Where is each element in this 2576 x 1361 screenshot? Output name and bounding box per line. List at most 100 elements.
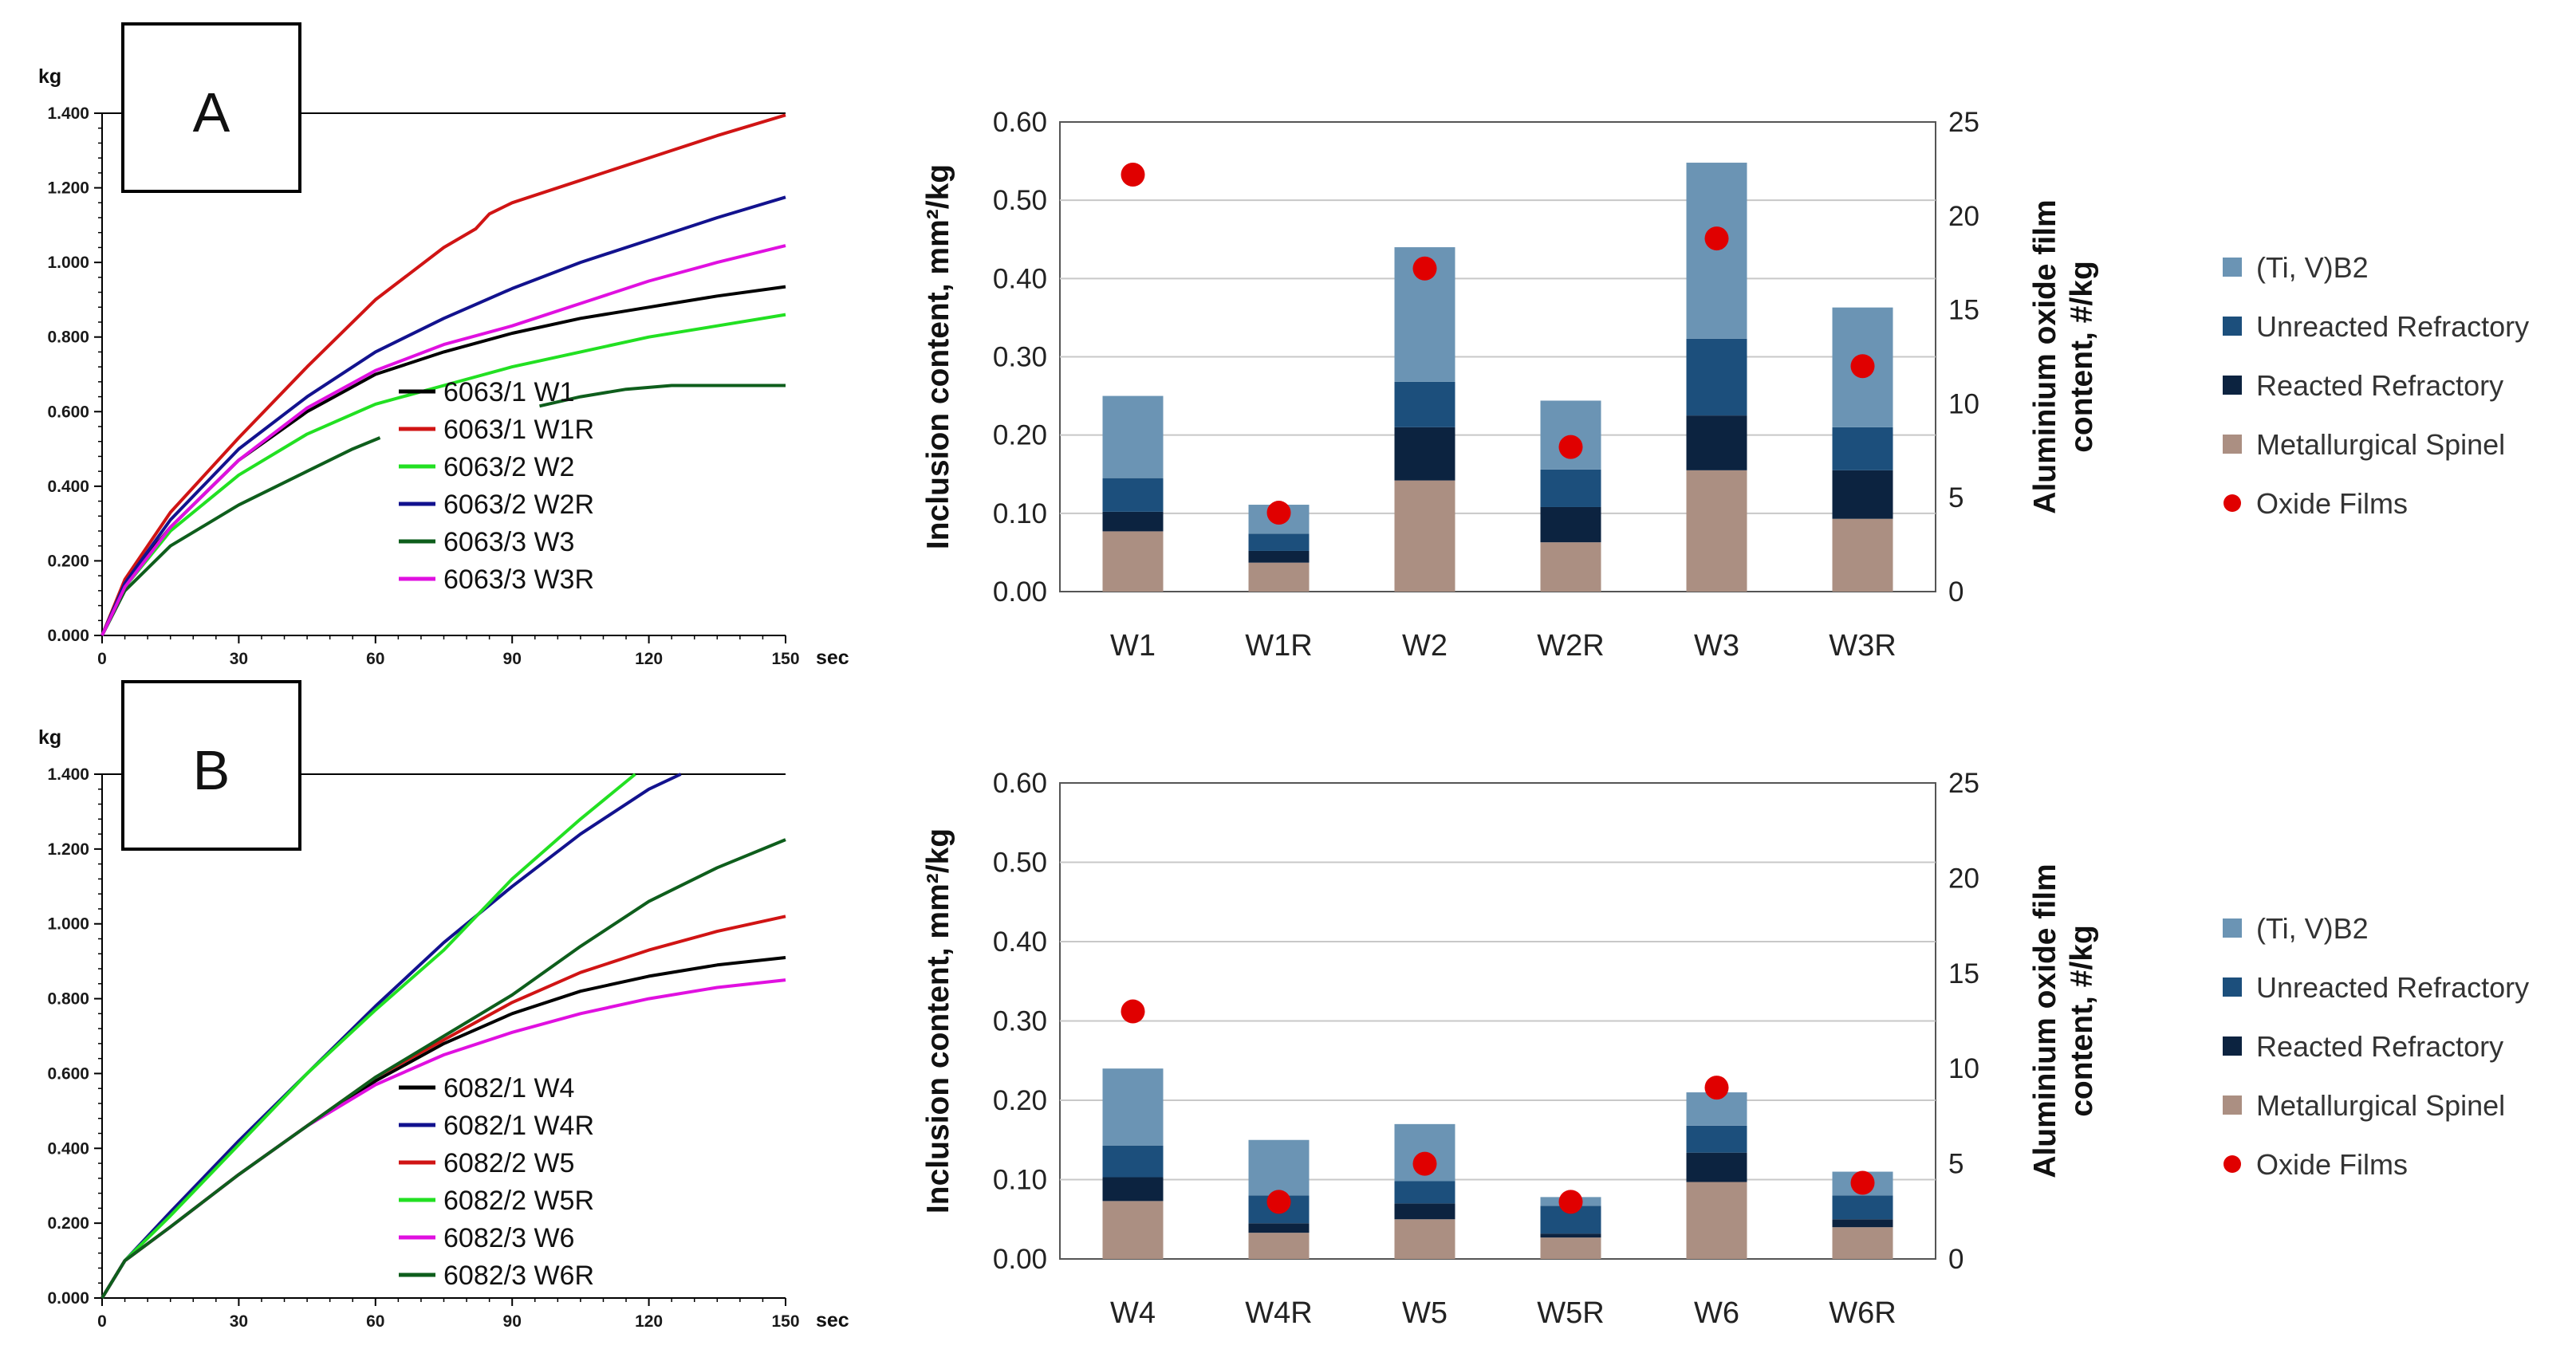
y-tick-label: 1.200 bbox=[47, 840, 89, 859]
x-unit-label: sec bbox=[816, 647, 849, 669]
y-unit-label: kg bbox=[38, 65, 61, 88]
x-tick-label: 30 bbox=[230, 1312, 248, 1331]
legend-label: 6063/3 W3R bbox=[443, 564, 594, 595]
bar-segment-tivb2 bbox=[1102, 1068, 1164, 1146]
legend-label: 6082/3 W6 bbox=[443, 1223, 574, 1253]
y2-tick-label: 20 bbox=[1948, 863, 1979, 894]
bar-segment-reacted bbox=[1248, 550, 1310, 563]
legend-label: (Ti, V)B2 bbox=[2256, 912, 2369, 945]
panel-label-box bbox=[121, 22, 301, 193]
oxide-film-point bbox=[1558, 435, 1583, 459]
bar-segment-unreacted bbox=[1394, 381, 1455, 427]
legend-label: 6063/3 W3 bbox=[443, 527, 574, 557]
panel-b-line-chart: 0.000 0.200 0.400 0.600 0.800 1.000 1.200 1.400… bbox=[38, 680, 849, 1331]
bar-segment-spinel bbox=[1248, 1233, 1310, 1259]
series-line-6063-2-w2r bbox=[100, 195, 786, 636]
y2-tick-label: 5 bbox=[1948, 1149, 1964, 1180]
x-tick-label: 120 bbox=[635, 650, 663, 668]
bar-segment-unreacted bbox=[1832, 427, 1893, 470]
bar-segment-spinel bbox=[1540, 1237, 1601, 1259]
y2-axis-title-line1: Aluminium oxide film bbox=[2028, 863, 2062, 1178]
bar-segment-spinel bbox=[1540, 542, 1601, 592]
panel-a-line-chart: 0.000 0.200 0.400 0.600 0.800 1.000 1.200 1.400… bbox=[38, 22, 849, 669]
legend-swatch-tivb2 bbox=[2223, 258, 2242, 277]
y-tick-label: 0.600 bbox=[47, 403, 89, 421]
bar-segment-unreacted bbox=[1686, 338, 1747, 416]
x-category-label: W1 bbox=[1110, 629, 1156, 663]
bar-segment-tivb2 bbox=[1102, 395, 1164, 478]
x-category-label: W6R bbox=[1829, 1296, 1896, 1330]
y-unit-label: kg bbox=[38, 726, 61, 749]
bar-segment-spinel bbox=[1102, 1201, 1164, 1259]
bar-segment-reacted bbox=[1540, 1233, 1601, 1238]
legend-label: 6082/3 W6R bbox=[443, 1261, 594, 1291]
oxide-film-point bbox=[1704, 1076, 1729, 1100]
bar-segment-unreacted bbox=[1102, 478, 1164, 512]
panel-a-bar-chart: 0.00 0.10 0.20 0.30 0.40 0.50 0.60 0 5 10 15 20 25 W1… bbox=[921, 107, 2529, 663]
oxide-film-point bbox=[1266, 1190, 1291, 1214]
legend-marker-oxide-films bbox=[2223, 1155, 2241, 1173]
y-tick-label: 0.60 bbox=[993, 768, 1047, 799]
y-tick-label: 0.00 bbox=[993, 576, 1047, 608]
y-tick-label: 0.800 bbox=[47, 328, 89, 347]
y2-tick-label: 0 bbox=[1948, 1244, 1964, 1275]
legend-label: 6082/2 W5 bbox=[443, 1148, 574, 1178]
series-line-6082-2-w5r bbox=[100, 773, 636, 1300]
legend-label: Metallurgical Spinel bbox=[2256, 1089, 2505, 1122]
bar-segment-unreacted bbox=[1102, 1145, 1164, 1178]
bar-segment-spinel bbox=[1686, 1182, 1747, 1259]
y-tick-label: 0.000 bbox=[47, 627, 89, 645]
bar-segment-reacted bbox=[1102, 1177, 1164, 1202]
oxide-film-point bbox=[1558, 1190, 1583, 1214]
y-tick-label: 0.400 bbox=[47, 478, 89, 496]
y-tick-label: 1.000 bbox=[47, 915, 89, 934]
y-tick-label: 0.30 bbox=[993, 342, 1047, 373]
legend-label: 6082/2 W5R bbox=[443, 1186, 594, 1216]
legend-label: 6063/1 W1R bbox=[443, 415, 594, 445]
y-tick-label: 0.10 bbox=[993, 1165, 1047, 1196]
y-tick-label: 0.10 bbox=[993, 498, 1047, 529]
legend-label: 6082/1 W4R bbox=[443, 1111, 594, 1141]
y-tick-label: 0.600 bbox=[47, 1064, 89, 1083]
panel-label-box bbox=[121, 680, 301, 851]
legend-label: 6082/1 W4 bbox=[443, 1073, 574, 1103]
x-tick-label: 90 bbox=[503, 650, 522, 668]
x-category-label: W6 bbox=[1694, 1296, 1739, 1330]
x-category-label: W5 bbox=[1402, 1296, 1448, 1330]
x-tick-label: 60 bbox=[366, 650, 384, 668]
legend-label: Reacted Refractory bbox=[2256, 369, 2503, 402]
bar-segment-tivb2 bbox=[1686, 163, 1747, 339]
y2-tick-label: 5 bbox=[1948, 482, 1964, 513]
series-line-6063-2-w2 bbox=[100, 313, 786, 636]
bar-segment-spinel bbox=[1394, 1219, 1455, 1259]
y-tick-label: 0.60 bbox=[993, 107, 1047, 138]
bar-segment-unreacted bbox=[1394, 1181, 1455, 1204]
legend-label: Reacted Refractory bbox=[2256, 1030, 2503, 1063]
y-tick-label: 0.40 bbox=[993, 926, 1047, 958]
bar-segment-spinel bbox=[1248, 562, 1310, 592]
x-tick-label: 120 bbox=[635, 1312, 663, 1331]
panel-label: B bbox=[193, 739, 230, 801]
series-line-6063-3-w3 bbox=[100, 436, 381, 636]
y-tick-label: 0.00 bbox=[993, 1244, 1047, 1275]
x-tick-label: 90 bbox=[503, 1312, 522, 1331]
bar-segment-reacted bbox=[1832, 470, 1893, 519]
bar-segment-spinel bbox=[1832, 1227, 1893, 1259]
y2-tick-label: 20 bbox=[1948, 201, 1979, 232]
y-tick-label: 0.50 bbox=[993, 848, 1047, 879]
x-tick-label: 0 bbox=[97, 1312, 107, 1331]
legend-swatch-spinel bbox=[2223, 435, 2242, 454]
bar-segment-unreacted bbox=[1686, 1125, 1747, 1153]
y-axis-title: Inclusion content, mm²/kg bbox=[921, 164, 955, 549]
oxide-film-point bbox=[1412, 1151, 1437, 1176]
legend-swatch-reacted bbox=[2223, 1036, 2242, 1056]
series-line-6063-3-w3 bbox=[539, 384, 786, 408]
oxide-film-point bbox=[1850, 1170, 1875, 1195]
legend-swatch-reacted bbox=[2223, 376, 2242, 395]
y2-tick-label: 0 bbox=[1948, 576, 1964, 608]
series-line-6082-3-w6r bbox=[100, 838, 786, 1300]
bar-segment-spinel bbox=[1686, 470, 1747, 592]
x-category-label: W4R bbox=[1245, 1296, 1312, 1330]
y2-tick-label: 25 bbox=[1948, 768, 1979, 799]
